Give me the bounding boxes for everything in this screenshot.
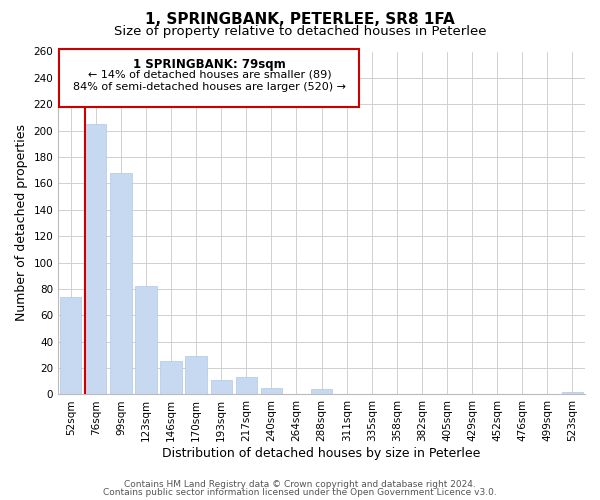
Bar bbox=[60, 297, 82, 394]
Text: Contains HM Land Registry data © Crown copyright and database right 2024.: Contains HM Land Registry data © Crown c… bbox=[124, 480, 476, 489]
Bar bbox=[136, 286, 157, 395]
Bar bbox=[185, 356, 207, 395]
FancyBboxPatch shape bbox=[59, 49, 359, 107]
Y-axis label: Number of detached properties: Number of detached properties bbox=[15, 124, 28, 322]
Bar bbox=[160, 362, 182, 394]
Text: Contains public sector information licensed under the Open Government Licence v3: Contains public sector information licen… bbox=[103, 488, 497, 497]
Text: ← 14% of detached houses are smaller (89): ← 14% of detached houses are smaller (89… bbox=[88, 70, 331, 80]
Bar bbox=[211, 380, 232, 394]
Text: 1 SPRINGBANK: 79sqm: 1 SPRINGBANK: 79sqm bbox=[133, 58, 286, 71]
Bar bbox=[311, 389, 332, 394]
X-axis label: Distribution of detached houses by size in Peterlee: Distribution of detached houses by size … bbox=[163, 447, 481, 460]
Bar bbox=[110, 173, 131, 394]
Text: 84% of semi-detached houses are larger (520) →: 84% of semi-detached houses are larger (… bbox=[73, 82, 346, 92]
Text: 1, SPRINGBANK, PETERLEE, SR8 1FA: 1, SPRINGBANK, PETERLEE, SR8 1FA bbox=[145, 12, 455, 28]
Bar bbox=[562, 392, 583, 394]
Bar bbox=[236, 378, 257, 394]
Bar bbox=[261, 388, 282, 394]
Bar bbox=[85, 124, 106, 394]
Text: Size of property relative to detached houses in Peterlee: Size of property relative to detached ho… bbox=[114, 25, 486, 38]
